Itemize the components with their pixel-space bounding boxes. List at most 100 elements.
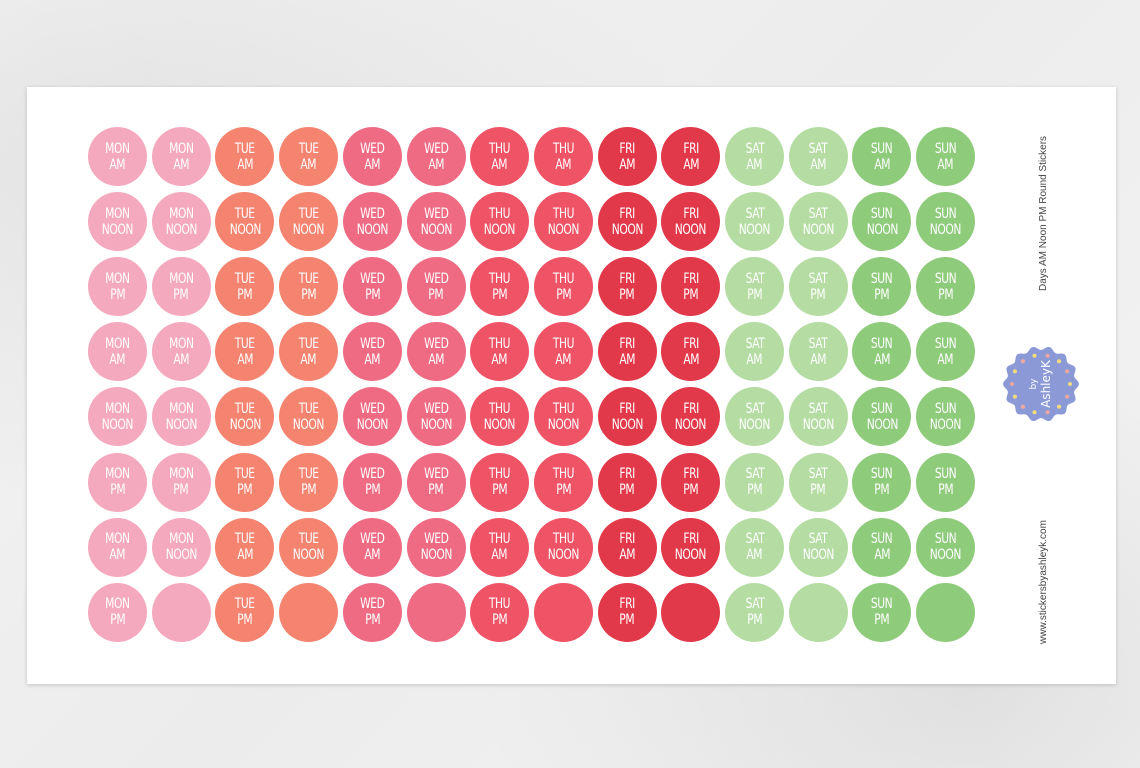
sticker-fri-noon: FRI NOON: [661, 192, 721, 252]
sticker-sun-am: SUN AM: [916, 322, 976, 382]
sticker-day: FRI: [683, 140, 699, 157]
sticker-day: MON: [168, 466, 194, 482]
sticker-day: TUE: [234, 531, 255, 548]
sticker-sat-noon: SAT NOON: [788, 192, 848, 252]
sticker-day: SUN: [934, 400, 957, 417]
sticker-time: NOON: [738, 416, 771, 433]
sticker-time: NOON: [802, 547, 835, 564]
sticker-time: NOON: [611, 221, 644, 238]
sticker-time: NOON: [356, 221, 389, 238]
sticker-day: SAT: [745, 596, 764, 613]
sticker-sat-noon: SAT NOON: [788, 517, 848, 577]
sticker-time: AM: [173, 351, 190, 368]
sticker-mon-am: MON AM: [151, 322, 211, 382]
sticker-sat-pm: SAT PM: [725, 582, 784, 642]
sticker-sun-am: SUN AM: [852, 322, 912, 382]
sticker-day: TUE: [234, 596, 255, 613]
sticker-thu-noon: THU NOON: [470, 192, 530, 252]
sticker-day: WED: [360, 270, 385, 287]
sticker-wed-am: WED AM: [406, 127, 466, 186]
sticker-sun-pm: SUN PM: [916, 452, 976, 512]
sticker-day: THU: [552, 270, 575, 287]
sticker-time: PM: [619, 482, 635, 498]
sticker-sat-noon: SAT NOON: [725, 192, 784, 252]
sticker-tue-pm: TUE PM: [215, 452, 275, 512]
sticker-time: AM: [619, 156, 635, 173]
sticker-time: AM: [874, 351, 890, 368]
sticker-wed-am: WED AM: [342, 322, 402, 382]
sticker-day: SUN: [934, 270, 957, 287]
sticker-day: MON: [105, 466, 130, 482]
sticker-day: FRI: [683, 531, 699, 548]
sticker-day: SUN: [934, 531, 957, 548]
sticker-time: NOON: [866, 416, 898, 433]
sticker-day: WED: [423, 400, 449, 417]
sticker-day: FRI: [683, 400, 699, 417]
sticker-day: SUN: [934, 335, 957, 352]
sticker-day: TUE: [234, 270, 255, 287]
sticker-blank: [916, 582, 976, 642]
sticker-day: WED: [360, 466, 385, 482]
sticker-time: NOON: [611, 416, 644, 433]
sticker-wed-noon: WED NOON: [406, 192, 466, 252]
sticker-time: NOON: [293, 221, 325, 238]
sticker-tue-pm: TUE PM: [215, 582, 275, 642]
sticker-day: SAT: [808, 466, 828, 482]
sticker-time: AM: [491, 156, 508, 173]
sticker-day: TUE: [234, 140, 255, 157]
sticker-tue-am: TUE AM: [215, 322, 275, 382]
sticker-tue-noon: TUE NOON: [279, 192, 339, 252]
sticker-thu-am: THU AM: [470, 517, 530, 577]
sticker-day: WED: [423, 335, 449, 352]
sticker-mon-pm: MON PM: [151, 452, 211, 512]
sticker-time: NOON: [547, 547, 580, 564]
sticker-day: SUN: [871, 466, 893, 482]
sticker-time: AM: [300, 156, 317, 173]
sticker-day: SAT: [745, 400, 764, 417]
sticker-time: NOON: [802, 416, 835, 433]
sticker-fri-noon: FRI NOON: [661, 387, 721, 447]
sticker-thu-pm: THU PM: [470, 257, 530, 317]
sticker-thu-am: THU AM: [533, 127, 593, 186]
sticker-day: SUN: [871, 400, 893, 417]
sticker-day: FRI: [619, 596, 635, 613]
sticker-day: SUN: [934, 466, 957, 482]
sticker-day: TUE: [234, 335, 255, 352]
sticker-time: PM: [747, 286, 762, 303]
sticker-sun-noon: SUN NOON: [916, 517, 976, 577]
sticker-time: PM: [619, 286, 635, 303]
sticker-time: NOON: [930, 221, 962, 238]
sticker-time: NOON: [420, 221, 452, 238]
sticker-day: MON: [105, 596, 130, 613]
sticker-day: TUE: [298, 270, 319, 287]
sticker-time: NOON: [356, 416, 389, 433]
sticker-day: WED: [360, 531, 385, 548]
sticker-day: MON: [168, 531, 194, 548]
sticker-wed-pm: WED PM: [342, 257, 402, 317]
sticker-day: SAT: [808, 140, 828, 157]
sticker-time: NOON: [738, 221, 771, 238]
sticker-wed-am: WED AM: [342, 127, 402, 186]
sticker-day: WED: [360, 140, 385, 157]
sticker-time: NOON: [547, 416, 580, 433]
sticker-thu-noon: THU NOON: [470, 387, 530, 447]
sticker-sun-pm: SUN PM: [916, 257, 976, 317]
sticker-thu-am: THU AM: [470, 127, 530, 186]
sticker-day: THU: [489, 531, 511, 548]
sticker-time: AM: [109, 156, 126, 173]
sticker-time: NOON: [420, 547, 452, 564]
sticker-sun-noon: SUN NOON: [852, 192, 912, 252]
sticker-time: AM: [428, 351, 444, 368]
sticker-fri-pm: FRI PM: [661, 452, 721, 512]
sticker-day: MON: [168, 205, 194, 222]
sticker-time: AM: [300, 351, 317, 368]
sticker-day: SUN: [934, 140, 957, 157]
sticker-time: PM: [874, 612, 890, 629]
sticker-blank: [279, 582, 339, 642]
sticker-thu-noon: THU NOON: [533, 517, 593, 577]
sticker-tue-am: TUE AM: [279, 127, 339, 186]
sticker-mon-noon: MON NOON: [88, 192, 147, 252]
sticker-fri-am: FRI AM: [597, 517, 657, 577]
sticker-mon-pm: MON PM: [88, 257, 147, 317]
sticker-day: WED: [360, 205, 385, 222]
